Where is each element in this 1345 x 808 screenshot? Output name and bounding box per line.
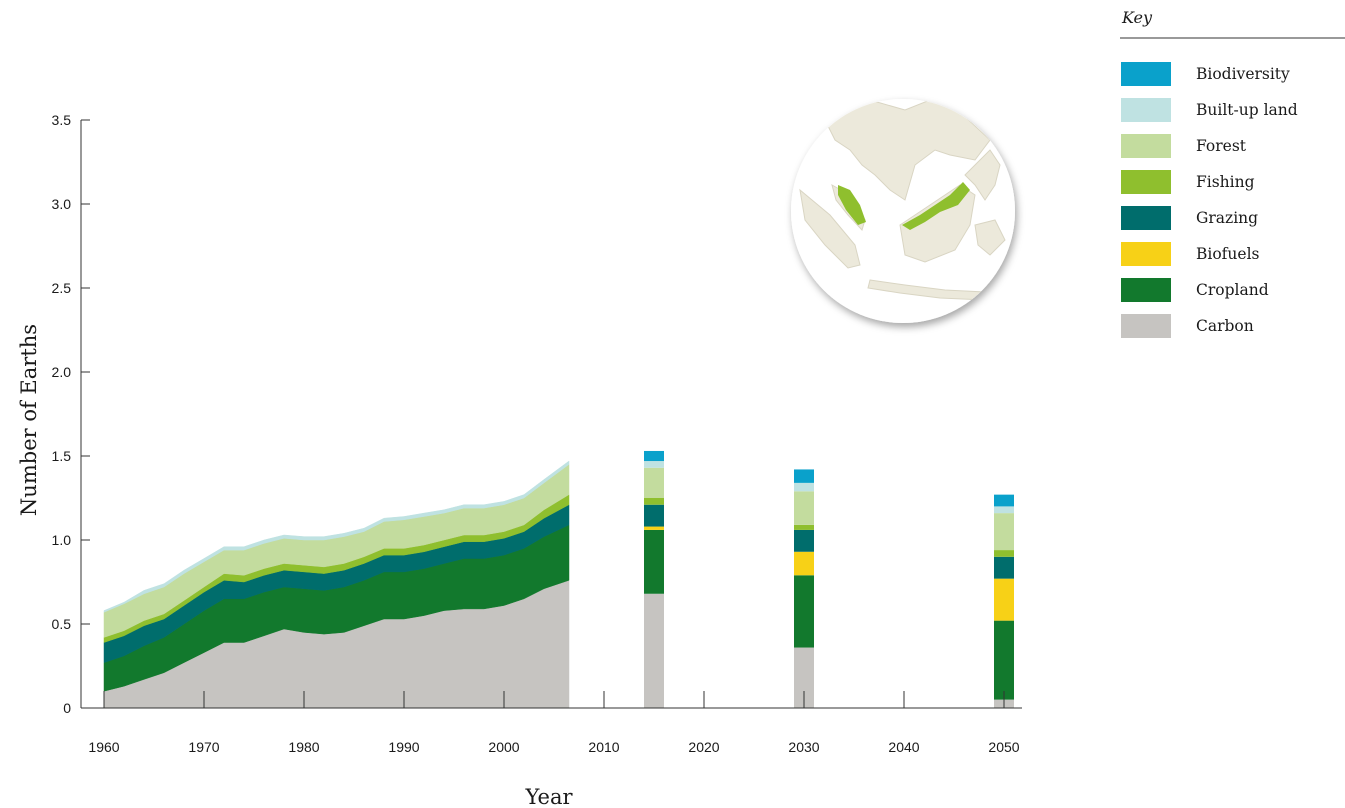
bar-2030-biofuels bbox=[794, 552, 814, 576]
y-tick-label: 0 bbox=[63, 700, 71, 716]
bar-2050-biofuels bbox=[994, 579, 1014, 621]
y-tick-label: 1.0 bbox=[52, 532, 72, 548]
x-tick-label: 1970 bbox=[188, 739, 219, 755]
y-ticks: 0 0.5 1.0 1.5 2.0 2.5 3.0 3.5 bbox=[52, 112, 90, 716]
bar-2030-fishing bbox=[794, 525, 814, 530]
y-tick-label: 3.5 bbox=[52, 112, 72, 128]
bar-2030-built-up-land bbox=[794, 483, 814, 491]
stacked-bars-layer bbox=[644, 451, 1014, 708]
bar-2050-cropland bbox=[994, 621, 1014, 700]
bar-2015-grazing bbox=[644, 505, 664, 527]
legend-items: Biodiversity Built-up land Forest Fishing Gr… bbox=[1121, 62, 1298, 338]
bar-2015-fishing bbox=[644, 498, 664, 505]
legend-swatch-biodiversity bbox=[1121, 62, 1171, 86]
x-tick-label: 1960 bbox=[88, 739, 119, 755]
bar-2030-biodiversity bbox=[794, 469, 814, 482]
stacked-area-layer bbox=[104, 461, 569, 708]
x-tick-label: 1980 bbox=[288, 739, 319, 755]
bar-2015-biodiversity bbox=[644, 451, 664, 461]
x-tick-label: 2020 bbox=[688, 739, 719, 755]
legend-label-biodiversity: Biodiversity bbox=[1196, 65, 1290, 83]
y-tick-label: 0.5 bbox=[52, 616, 72, 632]
bar-2050-biodiversity bbox=[994, 495, 1014, 507]
legend: Key Biodiversity Built-up land Forest Fishi… bbox=[1120, 8, 1345, 338]
legend-swatch-cropland bbox=[1121, 278, 1171, 302]
y-tick-label: 3.0 bbox=[52, 196, 72, 212]
y-tick-label: 1.5 bbox=[52, 448, 72, 464]
x-tick-label: 2010 bbox=[588, 739, 619, 755]
x-tick-label: 2050 bbox=[988, 739, 1019, 755]
bar-stack-2030 bbox=[794, 469, 814, 708]
x-axis-title: Year bbox=[524, 785, 573, 808]
legend-label-biofuels: Biofuels bbox=[1196, 245, 1260, 263]
legend-label-fishing: Fishing bbox=[1196, 173, 1255, 191]
x-tick-label: 2040 bbox=[888, 739, 919, 755]
legend-swatch-forest bbox=[1121, 134, 1171, 158]
legend-swatch-grazing bbox=[1121, 206, 1171, 230]
bar-2015-carbon bbox=[644, 594, 664, 708]
x-tick-label: 2030 bbox=[788, 739, 819, 755]
bar-2015-cropland bbox=[644, 530, 664, 594]
region-map-inset bbox=[791, 99, 1015, 323]
bar-stack-2015 bbox=[644, 451, 664, 708]
legend-label-grazing: Grazing bbox=[1196, 209, 1258, 227]
bar-2030-forest bbox=[794, 491, 814, 525]
x-tick-label: 1990 bbox=[388, 739, 419, 755]
legend-label-built-up-land: Built-up land bbox=[1196, 101, 1298, 119]
legend-label-cropland: Cropland bbox=[1196, 281, 1269, 299]
legend-swatch-built-up-land bbox=[1121, 98, 1171, 122]
bar-2050-forest bbox=[994, 513, 1014, 550]
bar-2030-cropland bbox=[794, 575, 814, 647]
legend-swatch-fishing bbox=[1121, 170, 1171, 194]
bar-stack-2050 bbox=[994, 495, 1014, 708]
bar-2015-biofuels bbox=[644, 527, 664, 530]
bar-2015-forest bbox=[644, 468, 664, 498]
bar-2050-grazing bbox=[994, 557, 1014, 579]
bar-2030-grazing bbox=[794, 530, 814, 552]
bar-2015-built-up-land bbox=[644, 461, 664, 468]
legend-label-forest: Forest bbox=[1196, 137, 1247, 155]
y-tick-label: 2.0 bbox=[52, 364, 72, 380]
legend-swatch-biofuels bbox=[1121, 242, 1171, 266]
bar-2050-built-up-land bbox=[994, 506, 1014, 513]
legend-label-carbon: Carbon bbox=[1196, 317, 1254, 335]
y-tick-label: 2.5 bbox=[52, 280, 72, 296]
legend-title: Key bbox=[1121, 8, 1153, 27]
x-tick-label: 2000 bbox=[488, 739, 519, 755]
bar-2050-fishing bbox=[994, 550, 1014, 557]
y-axis-title: Number of Earths bbox=[17, 324, 41, 516]
legend-swatch-carbon bbox=[1121, 314, 1171, 338]
